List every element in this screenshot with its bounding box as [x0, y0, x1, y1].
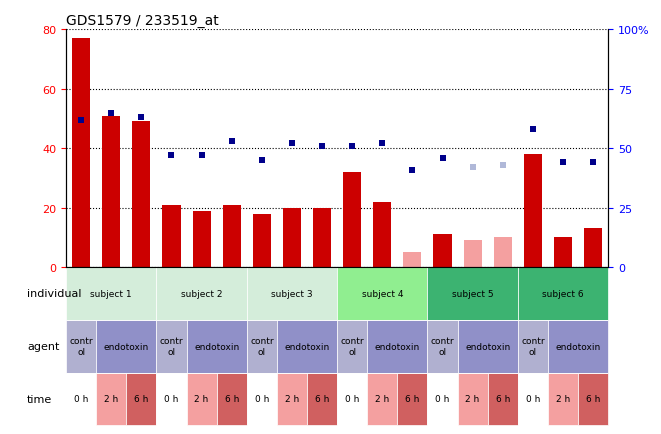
Bar — [494, 238, 512, 267]
Text: 6 h: 6 h — [225, 395, 239, 404]
Bar — [223, 205, 241, 267]
FancyBboxPatch shape — [428, 373, 457, 425]
Text: 2 h: 2 h — [375, 395, 389, 404]
FancyBboxPatch shape — [518, 373, 548, 425]
FancyBboxPatch shape — [337, 267, 428, 320]
FancyBboxPatch shape — [307, 373, 337, 425]
Text: subject 6: subject 6 — [542, 289, 584, 298]
Text: 2 h: 2 h — [194, 395, 209, 404]
FancyBboxPatch shape — [337, 320, 368, 373]
Text: subject 5: subject 5 — [452, 289, 493, 298]
FancyBboxPatch shape — [277, 320, 337, 373]
Text: 2 h: 2 h — [104, 395, 118, 404]
Bar — [524, 155, 542, 267]
Text: contr
ol: contr ol — [521, 337, 545, 356]
Bar — [584, 229, 602, 267]
Bar — [463, 241, 482, 267]
Text: 0 h: 0 h — [436, 395, 449, 404]
Text: 0 h: 0 h — [525, 395, 540, 404]
FancyBboxPatch shape — [428, 267, 518, 320]
Text: 2 h: 2 h — [556, 395, 570, 404]
Text: time: time — [27, 394, 52, 404]
FancyBboxPatch shape — [488, 373, 518, 425]
Text: 6 h: 6 h — [586, 395, 600, 404]
Bar — [102, 116, 120, 267]
FancyBboxPatch shape — [548, 320, 608, 373]
Text: 0 h: 0 h — [74, 395, 89, 404]
Text: 2 h: 2 h — [465, 395, 480, 404]
FancyBboxPatch shape — [157, 373, 186, 425]
FancyBboxPatch shape — [578, 373, 608, 425]
Text: 6 h: 6 h — [405, 395, 420, 404]
FancyBboxPatch shape — [518, 320, 548, 373]
FancyBboxPatch shape — [97, 320, 157, 373]
Text: subject 2: subject 2 — [181, 289, 222, 298]
Text: endotoxin: endotoxin — [375, 342, 420, 351]
FancyBboxPatch shape — [368, 320, 428, 373]
Text: GDS1579 / 233519_at: GDS1579 / 233519_at — [66, 14, 219, 28]
FancyBboxPatch shape — [247, 373, 277, 425]
FancyBboxPatch shape — [277, 373, 307, 425]
Text: endotoxin: endotoxin — [104, 342, 149, 351]
Text: contr
ol: contr ol — [160, 337, 183, 356]
Text: subject 4: subject 4 — [362, 289, 403, 298]
Text: 6 h: 6 h — [315, 395, 329, 404]
Bar — [343, 173, 361, 267]
FancyBboxPatch shape — [457, 320, 518, 373]
Text: endotoxin: endotoxin — [284, 342, 330, 351]
Bar — [403, 253, 422, 267]
Bar — [554, 238, 572, 267]
Bar — [192, 211, 211, 267]
Text: 0 h: 0 h — [254, 395, 269, 404]
FancyBboxPatch shape — [66, 267, 157, 320]
Text: contr
ol: contr ol — [340, 337, 364, 356]
FancyBboxPatch shape — [157, 267, 247, 320]
Text: contr
ol: contr ol — [431, 337, 454, 356]
Bar — [313, 208, 331, 267]
Text: agent: agent — [27, 342, 59, 351]
Bar — [434, 235, 451, 267]
FancyBboxPatch shape — [428, 320, 457, 373]
Bar — [373, 202, 391, 267]
FancyBboxPatch shape — [66, 320, 97, 373]
FancyBboxPatch shape — [186, 320, 247, 373]
FancyBboxPatch shape — [66, 373, 97, 425]
Bar — [253, 214, 271, 267]
Text: 2 h: 2 h — [285, 395, 299, 404]
Text: subject 3: subject 3 — [271, 289, 313, 298]
Text: endotoxin: endotoxin — [194, 342, 239, 351]
FancyBboxPatch shape — [368, 373, 397, 425]
Text: 0 h: 0 h — [165, 395, 178, 404]
FancyBboxPatch shape — [337, 373, 368, 425]
Text: 0 h: 0 h — [345, 395, 360, 404]
Text: individual: individual — [27, 289, 81, 299]
Bar — [163, 205, 180, 267]
Bar — [283, 208, 301, 267]
Text: contr
ol: contr ol — [69, 337, 93, 356]
Text: 6 h: 6 h — [134, 395, 149, 404]
FancyBboxPatch shape — [186, 373, 217, 425]
FancyBboxPatch shape — [397, 373, 428, 425]
Bar — [132, 122, 151, 267]
FancyBboxPatch shape — [548, 373, 578, 425]
Text: subject 1: subject 1 — [91, 289, 132, 298]
FancyBboxPatch shape — [126, 373, 157, 425]
FancyBboxPatch shape — [457, 373, 488, 425]
Text: 6 h: 6 h — [496, 395, 510, 404]
FancyBboxPatch shape — [217, 373, 247, 425]
Text: contr
ol: contr ol — [250, 337, 274, 356]
Text: endotoxin: endotoxin — [465, 342, 510, 351]
FancyBboxPatch shape — [518, 267, 608, 320]
FancyBboxPatch shape — [97, 373, 126, 425]
Bar — [72, 39, 90, 267]
FancyBboxPatch shape — [157, 320, 186, 373]
FancyBboxPatch shape — [247, 320, 277, 373]
FancyBboxPatch shape — [247, 267, 337, 320]
Text: endotoxin: endotoxin — [555, 342, 601, 351]
